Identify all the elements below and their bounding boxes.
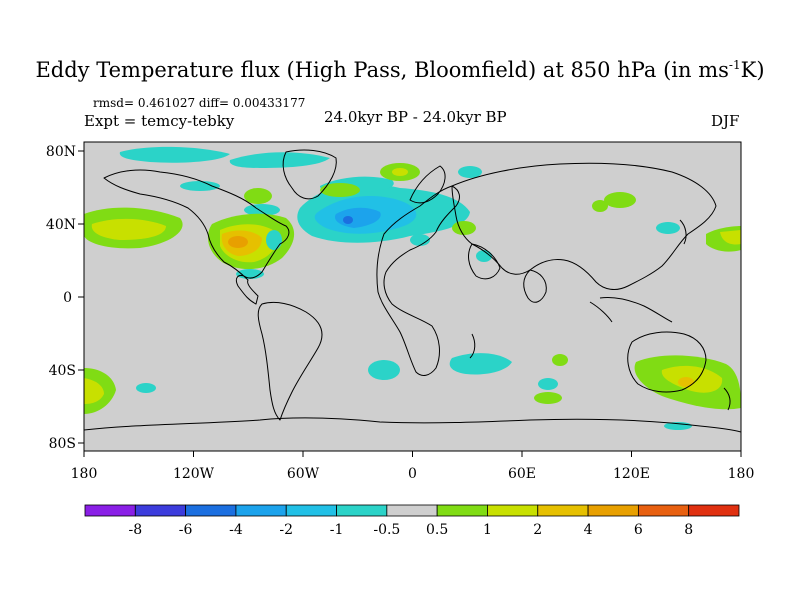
lon-tick-label: 60W [287, 466, 320, 482]
lon-tick-label: 180 [728, 466, 755, 482]
plot-title: Eddy Temperature flux (High Pass, Bloomf… [35, 58, 765, 82]
anomaly-north-america-max [228, 236, 248, 248]
coast-antarctica [84, 417, 741, 433]
anomaly-south-indian [534, 392, 562, 404]
lon-tick-label: 120W [173, 466, 215, 482]
anomaly-iceland [320, 183, 360, 197]
colorbar-label: 2 [533, 522, 542, 538]
longitude-axis [83, 451, 742, 457]
colorbar-label: -2 [279, 522, 293, 538]
coast-north-america [103, 169, 290, 305]
lat-tick-label: 40S [49, 363, 76, 379]
lat-tick-label: 0 [63, 290, 72, 306]
anomaly-labrador [244, 204, 280, 216]
anomaly-fields [84, 146, 741, 430]
colorbar [84, 504, 740, 517]
coast-europe-africa [376, 185, 460, 376]
anomaly-baffin [180, 181, 220, 191]
coast-india [523, 269, 547, 303]
colorbar-swatch [285, 504, 337, 517]
experiment-label: Expt = temcy-tebky [84, 112, 235, 130]
colorbar-swatch [386, 504, 438, 517]
colorbar-swatch [537, 504, 589, 517]
anomaly-hudson [229, 152, 330, 168]
anomaly-south-atlantic [449, 353, 512, 375]
anomaly-australia-max [678, 377, 694, 387]
colorbar-swatch [134, 504, 187, 517]
anomaly-north-siberia [458, 166, 482, 178]
anomaly-north-atlantic-min [343, 216, 353, 224]
colorbar-label: 8 [684, 522, 693, 538]
colorbar-swatch [84, 504, 136, 517]
coast-new-zealand [723, 387, 731, 411]
anomaly-south-atlantic-west [368, 360, 400, 380]
anomaly-arctic-canada [119, 146, 230, 163]
coastlines [84, 149, 741, 433]
lat-tick-label: 40N [46, 217, 76, 233]
season-label: DJF [711, 112, 740, 130]
colorbar-labels: -8 -6 -4 -2 -1 -0.5 0.5 1 2 4 6 8 [128, 522, 693, 538]
lat-tick-label: 80N [46, 144, 76, 160]
anomaly-south-atlantic-small [552, 354, 568, 366]
lon-tick-label: 180 [71, 466, 98, 482]
anomaly-south-pacific-west [136, 383, 156, 393]
coast-madagascar [469, 333, 476, 359]
anomaly-north-pacific-west-core [91, 218, 166, 240]
coast-asia [451, 162, 717, 290]
coast-australia [627, 331, 707, 393]
coast-arabia [468, 243, 501, 280]
colorbar-swatch [587, 504, 639, 517]
colorbar-label: -6 [179, 522, 193, 538]
colorbar-label: 1 [483, 522, 492, 538]
colorbar-swatch [185, 504, 237, 517]
anomaly-arabia [476, 250, 492, 262]
colorbar-label: -0.5 [373, 522, 400, 538]
anomaly-greenland-west [244, 188, 272, 204]
anomaly-mediterranean [410, 234, 430, 246]
lat-tick-label: 80S [49, 436, 76, 452]
colorbar-swatch [336, 504, 388, 517]
colorbar-label: -4 [229, 522, 243, 538]
colorbar-swatch [637, 504, 690, 517]
coast-japan [679, 219, 687, 245]
colorbar-swatch [235, 504, 287, 517]
coast-south-america [257, 301, 323, 421]
coast-sumatra [589, 301, 613, 323]
anomaly-norway-core [392, 168, 408, 176]
anomaly-north-america-cyan [266, 230, 282, 250]
anomaly-south-atlantic-south [538, 378, 558, 390]
colorbar-label: 0.5 [426, 522, 448, 538]
coast-greenland [282, 149, 337, 200]
colorbar-swatch [688, 504, 740, 517]
latitude-axis [78, 150, 84, 444]
lon-tick-label: 0 [408, 466, 417, 482]
anomaly-caspian [592, 200, 608, 212]
coast-indonesia [599, 297, 673, 323]
anomaly-pacific-east-cyan [656, 222, 680, 234]
colorbar-swatch [487, 504, 539, 517]
coast-scandinavia [409, 165, 446, 204]
colorbar-swatch [436, 504, 488, 517]
stats-text: rmsd= 0.461027 diff= 0.00433177 [93, 96, 306, 110]
anomaly-north-pacific-east-core [720, 230, 741, 245]
colorbar-label: -8 [128, 522, 142, 538]
lon-tick-label: 120E [613, 466, 650, 482]
colorbar-label: 4 [584, 522, 593, 538]
period-label: 24.0kyr BP - 24.0kyr BP [324, 108, 507, 126]
lon-tick-label: 60E [508, 466, 536, 482]
anomaly-central-asia [604, 192, 636, 208]
anomaly-middle-east [452, 221, 476, 235]
colorbar-label: -1 [330, 522, 344, 538]
colorbar-label: 6 [634, 522, 643, 538]
anomaly-south-pacific-edge-core [84, 378, 104, 404]
